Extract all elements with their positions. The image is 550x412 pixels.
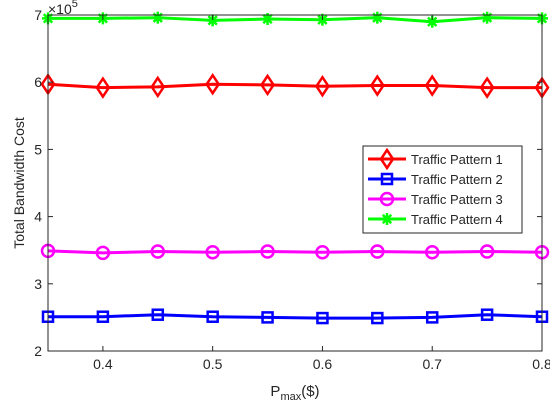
x-tick-label: 0.7 (422, 356, 442, 372)
y-tick-label: 7 (34, 7, 42, 23)
data-point (261, 311, 274, 324)
data-point (96, 310, 110, 323)
data-point (371, 311, 384, 325)
series-1 (40, 72, 550, 99)
series-line (47, 82, 542, 90)
y-axis-multiplier: ×105 (48, 0, 78, 17)
data-point (481, 11, 494, 24)
legend-marker (380, 172, 394, 186)
legend-entry: Traffic Pattern 2 (368, 172, 503, 187)
data-point (95, 76, 111, 99)
legend-entry: Traffic Pattern 1 (368, 147, 503, 171)
legend-entry: Traffic Pattern 3 (368, 191, 503, 207)
y-tick-label: 3 (34, 276, 42, 292)
series-layer (40, 11, 550, 325)
series-2 (41, 308, 549, 325)
data-point (205, 244, 220, 260)
x-tick-label: 0.4 (93, 356, 113, 372)
data-point (425, 311, 439, 324)
y-tick-label: 2 (34, 343, 42, 359)
data-point (316, 311, 329, 325)
data-point (480, 308, 494, 321)
data-point (479, 244, 495, 259)
series-line (48, 16, 543, 24)
data-point (206, 310, 219, 323)
data-point (151, 11, 164, 24)
y-tick-label: 5 (34, 141, 42, 157)
data-point (479, 76, 495, 99)
data-point (370, 244, 385, 259)
axes-box (47, 14, 543, 352)
data-point (205, 72, 221, 96)
legend-label: Traffic Pattern 1 (411, 152, 503, 167)
series-line (48, 313, 543, 320)
data-point (150, 244, 166, 259)
legend-marker (379, 147, 395, 171)
series-line (47, 249, 543, 255)
legend-entry: Traffic Pattern 4 (368, 212, 503, 227)
data-point (315, 244, 330, 260)
data-point (314, 74, 330, 98)
data-point (260, 73, 276, 97)
legend-marker (379, 191, 395, 207)
data-point (369, 74, 385, 97)
data-point (371, 11, 384, 24)
legend-label: Traffic Pattern 4 (411, 212, 503, 227)
data-point (150, 75, 166, 99)
x-tick-label: 0.6 (313, 356, 333, 372)
legend-marker (381, 213, 393, 225)
legend-label: Traffic Pattern 3 (411, 192, 503, 207)
legend: Traffic Pattern 1 Traffic Pattern 2 Traffi… (362, 145, 523, 234)
data-point (260, 244, 275, 259)
data-point (424, 74, 440, 97)
y-tick-label: 6 (34, 74, 42, 90)
x-axis-label: Pmax($) (270, 383, 319, 403)
x-tick-label: 0.8 (532, 356, 550, 372)
data-point (95, 245, 111, 261)
y-tick-label: 4 (34, 209, 42, 225)
y-axis-label: Total Bandwidth Cost (11, 117, 27, 249)
tick-layer: 0.4 0.5 0.6 0.7 0.8 2 3 4 5 6 7 (34, 7, 550, 372)
data-point (424, 244, 440, 260)
legend-label: Traffic Pattern 2 (411, 172, 503, 187)
data-point (151, 308, 165, 321)
x-tick-label: 0.5 (203, 356, 223, 372)
